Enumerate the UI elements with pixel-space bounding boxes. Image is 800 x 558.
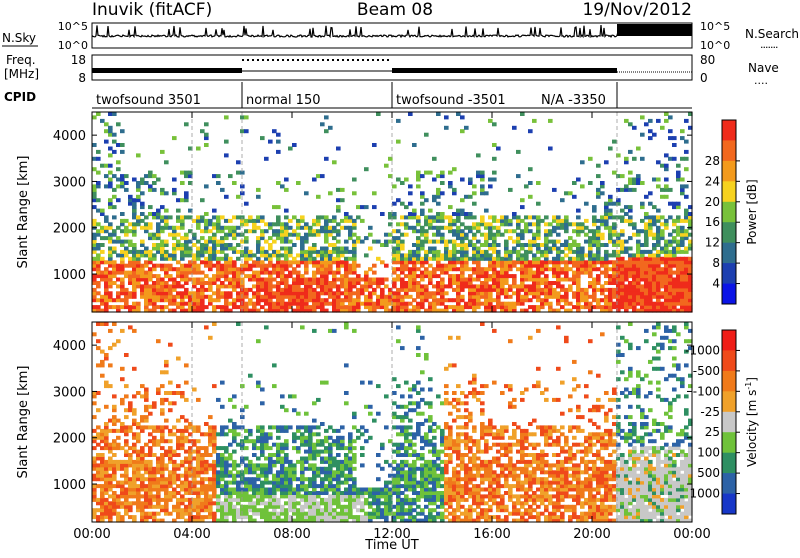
colorbar-band bbox=[722, 432, 736, 453]
colorbar-tick-label: 4 bbox=[712, 277, 720, 291]
noise-tick-right-top: 10^5 bbox=[700, 20, 730, 33]
nave-tick-right-top: 80 bbox=[700, 53, 715, 67]
freq-band bbox=[92, 68, 242, 73]
x-tick-label: 04:00 bbox=[173, 527, 210, 542]
colorbar-band bbox=[722, 391, 736, 412]
nave-dots: .... bbox=[754, 74, 768, 87]
freq-label: Freq. bbox=[6, 53, 36, 67]
colorbar-tick-label: 500 bbox=[697, 466, 720, 480]
colorbar-tick-label: 25 bbox=[705, 425, 720, 439]
freq-band bbox=[392, 68, 617, 73]
beam-title: Beam 08 bbox=[357, 0, 433, 20]
colorbar-band bbox=[722, 371, 736, 392]
colorbar-band bbox=[722, 412, 736, 433]
y-tick-label: 2000 bbox=[53, 222, 86, 237]
x-tick-label: 16:00 bbox=[473, 527, 510, 542]
y-tick-label: 1000 bbox=[53, 268, 86, 283]
freq-panel-frame bbox=[92, 55, 692, 80]
nave-label: Nave bbox=[748, 61, 779, 75]
noise-block bbox=[617, 24, 692, 36]
colorbar-band bbox=[722, 161, 736, 182]
cpid-segment-label: normal 150 bbox=[246, 93, 321, 108]
y-axis-label: Slant Range [km] bbox=[16, 156, 31, 269]
freq-tick-left-top: 18 bbox=[71, 53, 86, 67]
velocity-panel: 1000 2000 3000 4000 Slant Range [km] 00:00 04:… bbox=[16, 322, 759, 542]
nave-tick-right-bottom: 0 bbox=[700, 71, 708, 85]
colorbar-band bbox=[722, 330, 736, 351]
colorbar-band bbox=[722, 140, 736, 161]
noise-panel: N.Sky 10^5 10^0 10^5 10^0 N.Search .....… bbox=[2, 20, 799, 52]
y-axis-label: Slant Range [km] bbox=[16, 366, 31, 479]
cpid-panel: CPID twofsound 3501 normal 150 twofsound -… bbox=[4, 82, 692, 108]
noise-tick-right-bottom: 10^0 bbox=[700, 39, 730, 52]
colorbar-tick-label: 8 bbox=[712, 256, 720, 270]
colorbar-tick-label: 24 bbox=[705, 174, 720, 188]
y-tick-label: 3000 bbox=[53, 385, 86, 400]
noise-tick-left-bottom: 10^0 bbox=[58, 39, 88, 52]
noise-sky-label: N.Sky bbox=[2, 31, 36, 45]
colorbar-tick-label: 20 bbox=[705, 195, 720, 209]
site-title: Inuvik (fitACF) bbox=[92, 0, 212, 20]
colorbar-tick-label: 28 bbox=[705, 154, 720, 168]
noise-trace bbox=[92, 25, 692, 37]
colorbar-band bbox=[722, 222, 736, 243]
x-tick-label: 20:00 bbox=[573, 527, 610, 542]
colorbar-tick-label: 1000 bbox=[689, 487, 720, 501]
colorbar-tick-label: -25 bbox=[700, 405, 720, 419]
colorbar-tick-label: 16 bbox=[705, 215, 720, 229]
cpid-segment-label: N/A -3350 bbox=[541, 93, 606, 108]
colorbar-band bbox=[722, 494, 736, 515]
colorbar-tick-label: -500 bbox=[693, 364, 720, 378]
y-tick-label: 3000 bbox=[53, 175, 86, 190]
colorbar-label: Power [dB] bbox=[745, 179, 759, 244]
colorbar-tick-label: 12 bbox=[705, 236, 720, 250]
noise-search-dots: ....... bbox=[760, 38, 778, 51]
freq-unit-label: [MHz] bbox=[4, 67, 39, 81]
x-tick-label: 00:00 bbox=[673, 527, 710, 542]
colorbar-band bbox=[722, 120, 736, 141]
colorbar-band bbox=[722, 263, 736, 284]
cpid-segment-label: twofsound -3501 bbox=[396, 93, 506, 108]
y-tick-label: 4000 bbox=[53, 129, 86, 144]
colorbar-band bbox=[722, 202, 736, 223]
colorbar-band bbox=[722, 243, 736, 264]
colorbar-band bbox=[722, 350, 736, 371]
frequency-panel: Freq. [MHz] 18 8 80 0 Nave .... bbox=[4, 53, 779, 87]
x-axis-title: Time UT bbox=[364, 538, 418, 553]
x-tick-label: 00:00 bbox=[73, 527, 110, 542]
colorbar-tick-label: -100 bbox=[693, 384, 720, 398]
colorbar-band bbox=[722, 453, 736, 474]
colorbar-band bbox=[722, 284, 736, 305]
colorbar-tick-label: -1000 bbox=[685, 343, 720, 357]
y-tick-label: 4000 bbox=[53, 339, 86, 354]
colorbar-band bbox=[722, 181, 736, 202]
freq-tick-left-bottom: 8 bbox=[78, 71, 86, 85]
cpid-label: CPID bbox=[4, 90, 36, 104]
colorbar-tick-label: 100 bbox=[697, 446, 720, 460]
noise-tick-left-top: 10^5 bbox=[58, 20, 88, 33]
x-tick-label: 08:00 bbox=[273, 527, 310, 542]
power-panel: 1000 2000 3000 4000 Slant Range [km] 4 8 12 16 20… bbox=[16, 112, 759, 313]
colorbar-band bbox=[722, 473, 736, 494]
cpid-segment-label: twofsound 3501 bbox=[96, 93, 201, 108]
colorbar-label: Velocity [m s-1] bbox=[744, 377, 759, 467]
y-tick-label: 1000 bbox=[53, 478, 86, 493]
y-tick-label: 2000 bbox=[53, 432, 86, 447]
date-title: 19/Nov/2012 bbox=[582, 0, 692, 20]
